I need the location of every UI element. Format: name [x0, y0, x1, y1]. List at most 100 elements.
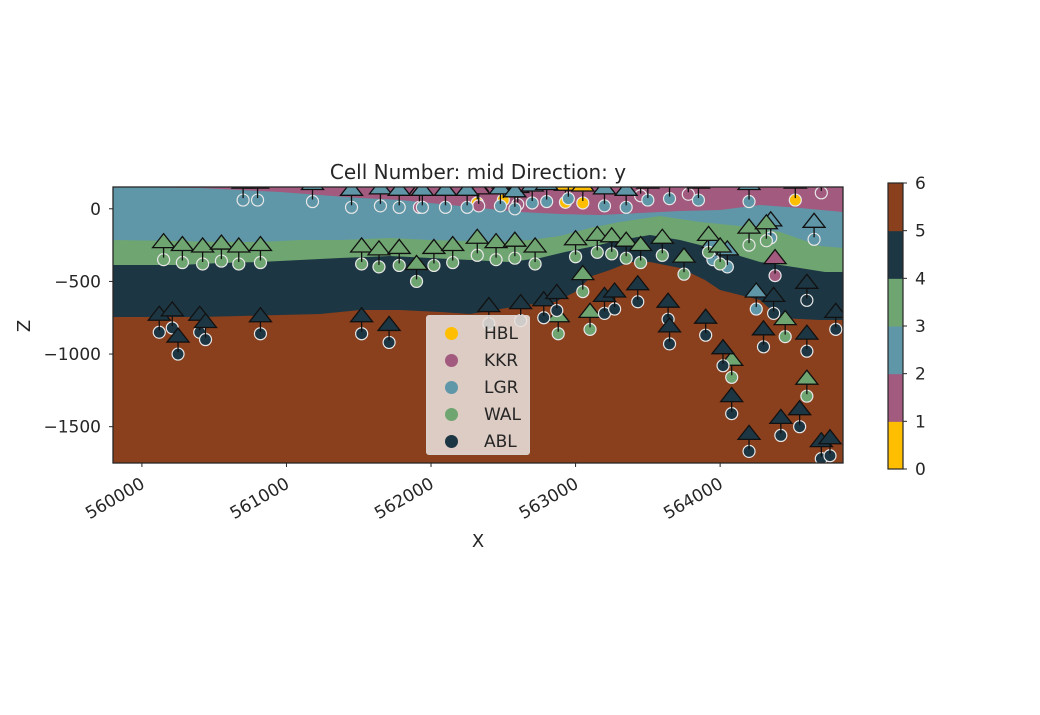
surface-point-lgr — [368, 187, 393, 213]
surface-point-lgr — [339, 187, 364, 214]
surface-point-kkr — [762, 248, 788, 283]
surface-point-wal — [794, 369, 820, 403]
colorbar-tick-label: 2 — [915, 365, 926, 385]
legend-label-lgr: LGR — [484, 377, 519, 398]
surface-point-abl — [193, 312, 218, 347]
surface-point-lgr — [592, 187, 617, 213]
legend-marker-lgr — [445, 381, 458, 394]
colorbar-segment — [888, 326, 903, 375]
colorbar-tick-label: 0 — [915, 460, 926, 480]
surface-point-lgr — [613, 187, 639, 214]
legend-item-hbl: HBL — [445, 320, 529, 347]
plot-frame — [112, 186, 844, 464]
surface-point-abl — [693, 308, 719, 342]
surface-point-wal — [366, 239, 392, 274]
layer-kkr-upper — [113, 187, 843, 199]
surface-point-wal — [502, 231, 528, 265]
surface-point-kkr — [814, 187, 828, 200]
chart-title: Cell Number: mid Direction: y — [330, 160, 626, 184]
surface-point-lgr — [488, 187, 513, 213]
surface-point-wal — [577, 302, 603, 336]
legend-marker-wal — [445, 408, 458, 421]
surface-point-wal — [190, 236, 215, 271]
x-tick-label: 562000 — [371, 474, 437, 524]
legend-marker-kkr — [445, 354, 458, 367]
x-axis-label: X — [472, 531, 484, 552]
surface-point-abl — [657, 316, 682, 351]
surface-point-wal — [563, 229, 588, 264]
surface-point-wal — [707, 236, 733, 271]
x-tick-label: 563000 — [516, 474, 582, 524]
surface-point-abl — [625, 274, 651, 309]
surface-point-lgr — [386, 187, 412, 214]
surface-point-wal — [386, 238, 412, 273]
y-tick-label: 0 — [90, 200, 101, 220]
legend-label-wal: WAL — [484, 404, 521, 425]
surface-point-lgr — [245, 187, 270, 207]
surface-point-wal — [599, 226, 625, 261]
colorbar-segment — [888, 421, 903, 470]
surface-point-wal — [248, 235, 273, 270]
surface-point-wal — [483, 232, 509, 267]
surface-point-abl — [159, 300, 185, 335]
surface-point-wal — [584, 225, 610, 259]
surface-point-lgr — [801, 212, 827, 246]
y-tick-label: −1000 — [43, 345, 101, 365]
surface-points — [146, 187, 843, 463]
surface-point-lgr — [743, 281, 769, 316]
surface-point-abl — [710, 338, 736, 373]
surface-point-wal — [421, 238, 447, 273]
y-tick-label: −1500 — [43, 418, 101, 438]
surface-point-wal — [440, 235, 466, 270]
legend-marker-abl — [445, 435, 458, 448]
legend-item-wal: WAL — [445, 401, 529, 428]
surface-point-wal — [649, 228, 675, 262]
surface-point-wal — [772, 309, 798, 344]
surface-point-wal — [522, 236, 548, 271]
colorbar-segment — [888, 278, 903, 327]
surface-point-hbl — [782, 187, 808, 207]
y-axis-label: Z — [14, 320, 35, 332]
surface-point-lgr — [657, 187, 682, 206]
surface-point-wal — [754, 213, 779, 248]
surface-point-abl — [823, 302, 843, 336]
surface-point-abl — [719, 386, 745, 421]
surface-point-hbl — [570, 187, 596, 210]
colorbar-tick-label: 4 — [915, 269, 926, 289]
surface-point-abl — [376, 315, 402, 350]
colorbar-segment — [888, 183, 903, 232]
legend-item-kkr: KKR — [445, 347, 529, 374]
surface-point-abl — [531, 290, 557, 325]
surface-point-lgr — [454, 187, 480, 214]
surface-point-wal — [464, 228, 490, 262]
legend: HBL KKR LGR WAL ABL — [426, 315, 530, 455]
surface-point-abl — [544, 283, 570, 318]
surface-point-abl — [768, 408, 794, 442]
surface-point-lgr — [686, 187, 711, 207]
legend-item-abl: ABL — [445, 428, 529, 455]
colorbar-tick-label: 6 — [915, 174, 926, 194]
surface-point-wal — [613, 231, 639, 265]
x-tick-label: 564000 — [660, 474, 726, 524]
surface-point-abl — [165, 327, 191, 361]
surface-point-lgr — [433, 187, 458, 214]
surface-point-wal — [671, 247, 697, 281]
y-axis: 0 −500 −1000 −1500 — [43, 200, 113, 438]
legend-label-kkr: KKR — [484, 350, 519, 371]
surface-point-abl — [248, 306, 273, 341]
y-tick-label: −500 — [54, 272, 101, 292]
surface-point-abl — [736, 424, 762, 458]
surface-point-lgr — [556, 187, 581, 206]
colorbar-tick-label: 1 — [915, 412, 926, 432]
surface-point-wal — [404, 254, 429, 289]
surface-point-abl — [794, 273, 820, 307]
colorbar-segment — [888, 230, 903, 279]
legend-marker-hbl — [445, 327, 458, 340]
surface-point-wal — [151, 232, 176, 267]
surface-point-lgr — [635, 187, 661, 207]
surface-point-abl — [817, 428, 843, 463]
colorbar-segment — [888, 373, 903, 422]
surface-point-wal — [170, 235, 195, 270]
surface-point-abl — [787, 399, 812, 434]
colorbar: 0 1 2 3 4 5 6 — [887, 174, 926, 480]
